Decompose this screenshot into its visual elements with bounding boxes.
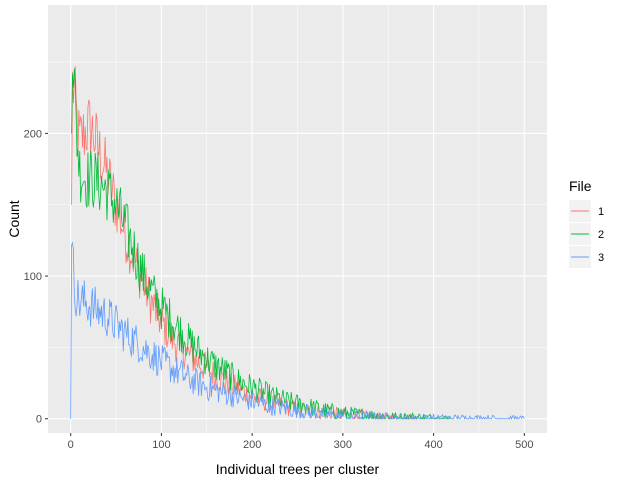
y-tick-label: 100 xyxy=(24,271,42,283)
series-layer xyxy=(70,66,525,421)
x-axis: 0 100 200 300 400 500 xyxy=(68,433,533,451)
x-tick-label: 200 xyxy=(243,439,261,451)
series-line-3 xyxy=(70,241,525,421)
minor-grid xyxy=(48,5,547,433)
series-line-1 xyxy=(71,66,416,420)
legend-label-3: 3 xyxy=(598,252,604,264)
legend-label-2: 2 xyxy=(598,229,604,241)
x-tick-label: 400 xyxy=(424,439,442,451)
y-axis-title: Count xyxy=(6,200,22,237)
x-tick-label: 100 xyxy=(152,439,170,451)
legend-title: File xyxy=(569,178,592,194)
series-line-2 xyxy=(71,68,452,420)
x-tick-label: 0 xyxy=(68,439,74,451)
x-tick-label: 500 xyxy=(515,439,533,451)
legend-label-1: 1 xyxy=(598,206,604,218)
x-tick-label: 300 xyxy=(334,439,352,451)
y-tick-label: 0 xyxy=(36,414,42,426)
y-axis: 0 100 200 xyxy=(24,128,48,426)
legend: File 1 2 3 xyxy=(569,178,604,268)
y-tick-label: 200 xyxy=(24,128,42,140)
x-axis-title: Individual trees per cluster xyxy=(216,461,380,477)
